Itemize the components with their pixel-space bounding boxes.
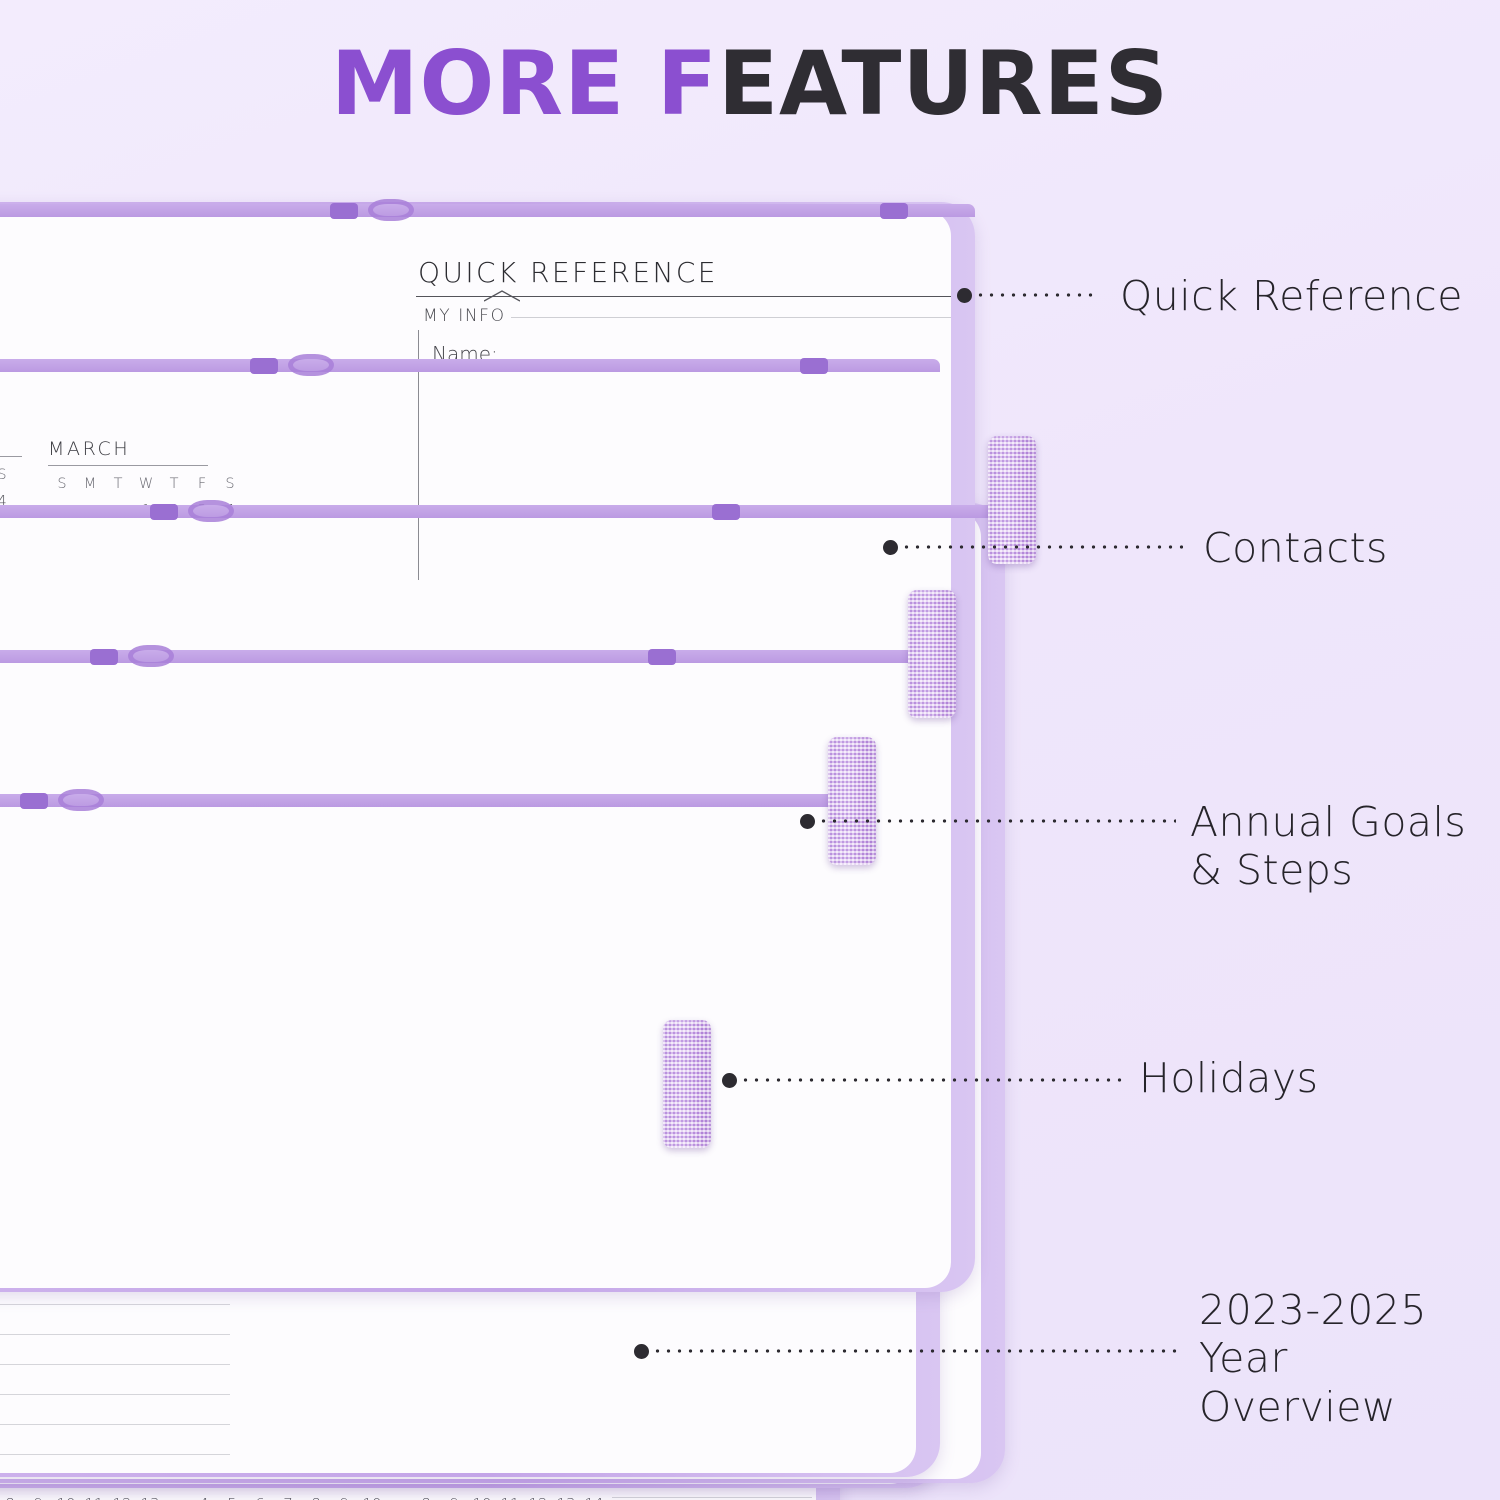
partial-left-table: TFS 234	[0, 462, 16, 514]
calendar-day: 9	[440, 1491, 468, 1500]
calendar-day: 13	[136, 1491, 164, 1500]
spine-holidays	[0, 650, 940, 663]
calendar-day: 8	[302, 1491, 330, 1500]
spine-annual-goals	[0, 505, 1005, 518]
quick-reference-notch-icon	[484, 290, 520, 302]
partial-march-weekday: T	[169, 476, 179, 492]
ribbon-loop-contacts	[288, 354, 334, 376]
partial-march-weekday: S	[225, 476, 235, 492]
ribbon-tab-holidays	[90, 649, 118, 665]
quick-reference-my-info-box-left	[418, 330, 419, 580]
calendar-day: 4	[190, 1491, 218, 1500]
calendar-day: 11	[80, 1491, 108, 1500]
partial-march-weekday: S	[57, 476, 67, 492]
calendar-day: 10	[468, 1491, 496, 1500]
calendar-day: 14	[580, 1491, 608, 1500]
quick-reference-title: QUICK REFERENCE	[418, 256, 718, 289]
partial-march-weekday: M	[83, 476, 97, 492]
ribbon-loop-quick-reference	[368, 199, 414, 221]
quick-reference-section-my-info: MY INFO	[418, 306, 511, 326]
leader-line-year-overview	[652, 1349, 1180, 1353]
partial-march-name: MARCH	[48, 438, 131, 460]
elastic-band-holidays	[663, 1020, 711, 1148]
ribbon-tab-annual-goals-2	[712, 504, 740, 520]
partial-march-weekday: F	[197, 476, 207, 492]
ribbon-tab-annual-goals	[150, 504, 178, 520]
calendar-day: 13	[552, 1491, 580, 1500]
leader-dot-holidays	[722, 1073, 737, 1088]
ribbon-loop-holidays	[128, 645, 174, 667]
spine-quick-reference	[0, 204, 975, 217]
calendar-day: 10	[52, 1491, 80, 1500]
calendar-week-row: 891011121314	[412, 1491, 608, 1500]
callout-contacts: Contacts	[1203, 524, 1388, 572]
elastic-band-contacts	[908, 590, 956, 718]
callout-quick-reference: Quick Reference	[1120, 272, 1463, 320]
elastic-band-annual-goals	[828, 737, 876, 865]
partial-left-day: 4	[0, 492, 7, 510]
calendar-day: 8	[0, 1491, 24, 1500]
calendar-day: 9	[24, 1491, 52, 1500]
partial-left-weekday: S	[0, 467, 7, 483]
spine-contacts	[0, 359, 940, 372]
calendar-day: 12	[108, 1491, 136, 1500]
page-title: MORE FEATURES	[0, 37, 1500, 130]
ribbon-loop-year-overview	[58, 789, 104, 811]
title-part-purple: MORE F	[330, 32, 718, 135]
calendar-day: 9	[330, 1491, 358, 1500]
ribbon-tab-quick-reference	[330, 203, 358, 219]
callout-holidays: Holidays	[1139, 1054, 1319, 1102]
leader-line-contacts	[901, 545, 1183, 549]
callout-annual-goals: Annual Goals & Steps	[1190, 798, 1467, 895]
partial-left-underline	[0, 456, 22, 457]
calendar-day: 8	[412, 1491, 440, 1500]
calendar-week-row: 45678910	[190, 1491, 386, 1500]
calendar-week-row: 78910111213	[0, 1491, 164, 1500]
leader-dot-year-overview	[634, 1344, 649, 1359]
leader-line-quick-reference	[975, 293, 1095, 297]
calendar-day: 11	[496, 1491, 524, 1500]
title-part-dark: EATURES	[717, 32, 1170, 135]
ribbon-tab-year-overview	[20, 793, 48, 809]
ribbon-tab-quick-reference-2	[880, 203, 908, 219]
calendar-day: 7	[274, 1491, 302, 1500]
partial-march-weekday: T	[113, 476, 123, 492]
leader-line-holidays	[740, 1078, 1126, 1082]
leader-dot-annual-goals	[800, 814, 815, 829]
calendar-day: 6	[246, 1491, 274, 1500]
ribbon-loop-annual-goals	[188, 500, 234, 522]
elastic-band-quick-reference	[988, 436, 1036, 564]
ribbon-tab-holidays-2	[648, 649, 676, 665]
leader-line-annual-goals	[818, 819, 1176, 823]
ribbon-tab-contacts	[250, 358, 278, 374]
callout-year-overview: 2023-2025 Year Overview	[1199, 1286, 1427, 1431]
leader-dot-quick-reference	[957, 288, 972, 303]
calendar-day: 12	[524, 1491, 552, 1500]
ribbon-tab-contacts-2	[800, 358, 828, 374]
calendar-day: 5	[218, 1491, 246, 1500]
partial-march-weekday: W	[138, 476, 154, 492]
partial-left-fragment: TFS 234	[0, 456, 22, 514]
quick-reference-title-rule	[416, 296, 951, 297]
quick-reference-my-info-rule	[418, 317, 951, 318]
calendar-day: 10	[358, 1491, 386, 1500]
partial-march-underline	[48, 465, 208, 466]
leader-dot-contacts	[883, 540, 898, 555]
spine-year-overview	[0, 794, 840, 807]
